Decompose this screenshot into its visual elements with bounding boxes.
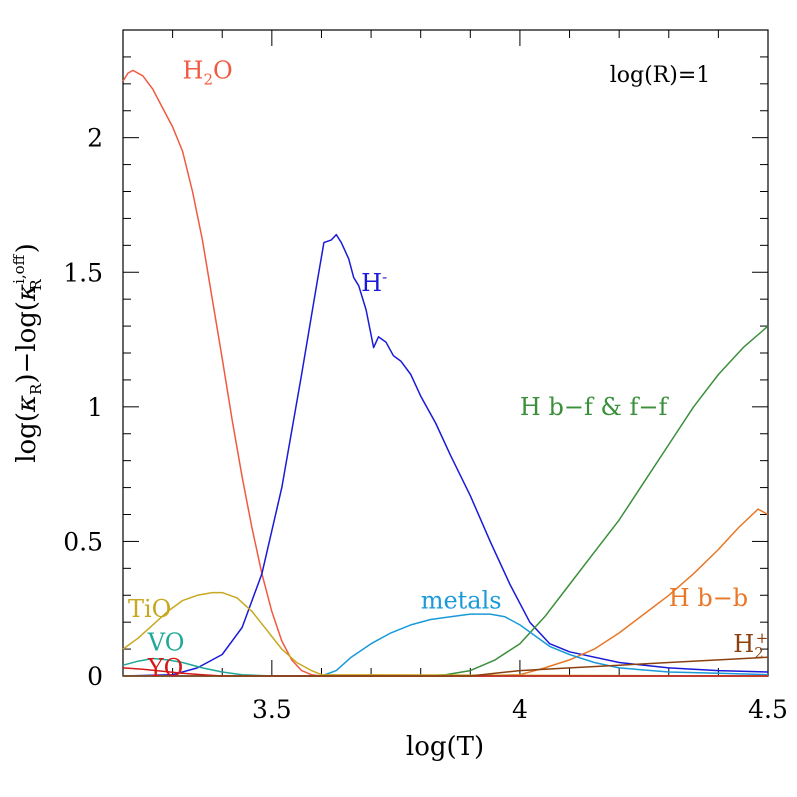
series-label: H b−b — [669, 584, 748, 612]
series-label: H b−f & f−f — [520, 393, 670, 421]
series-label: H2+ — [733, 629, 768, 662]
series-line-h2o — [122, 69, 768, 677]
series-label: YO — [147, 654, 184, 682]
y-label-suffix: ) — [12, 243, 42, 253]
plot-frame — [122, 29, 769, 677]
annotation-label: log(R)=1 — [610, 63, 711, 88]
svg-text:log(κR)−log(κi,offR): log(κR)−log(κi,offR) — [10, 243, 45, 463]
series-line-tio — [122, 591, 769, 677]
series-line-vo — [122, 657, 768, 677]
series-line-h-b-b — [123, 508, 769, 677]
series-label: TiO — [128, 595, 171, 623]
series-label: H- — [361, 268, 387, 297]
x-tick-label: 3.5 — [252, 695, 292, 724]
axis-ticks: 3.5 4 4.5 0 0.5 1 1.5 2 — [63, 29, 788, 724]
x-tick-label: 4.5 — [748, 695, 788, 724]
y-label-sup2: i,off — [10, 253, 28, 284]
series-line-h2- — [123, 656, 769, 677]
y-label-prefix: log( — [12, 412, 42, 463]
series-label: metals — [421, 587, 502, 615]
x-tick-label: 4 — [512, 695, 528, 724]
series-line-metals — [123, 613, 769, 677]
y-axis-label: log(κR)−log(κi,offR) — [10, 243, 45, 463]
series-group — [122, 69, 769, 677]
y-tick-label: 2 — [87, 124, 103, 153]
series-line-h- — [122, 233, 769, 677]
y-label-mid: )−log( — [12, 301, 42, 384]
series-line-h-b-f-f-f — [123, 325, 769, 677]
y-label-sub: R — [27, 383, 45, 395]
series-label: H2O — [183, 56, 233, 88]
y-tick-label: 0 — [87, 662, 103, 691]
y-tick-label: 0.5 — [63, 527, 103, 556]
y-label-kappa: κ — [12, 395, 42, 413]
y-tick-label: 1 — [87, 393, 103, 422]
y-tick-label: 1.5 — [63, 258, 103, 287]
y-label-sub2: R — [27, 279, 45, 291]
y-label-kappa2: κ — [12, 284, 42, 302]
series-label: VO — [147, 628, 185, 656]
x-axis-label: log(T) — [406, 732, 484, 762]
